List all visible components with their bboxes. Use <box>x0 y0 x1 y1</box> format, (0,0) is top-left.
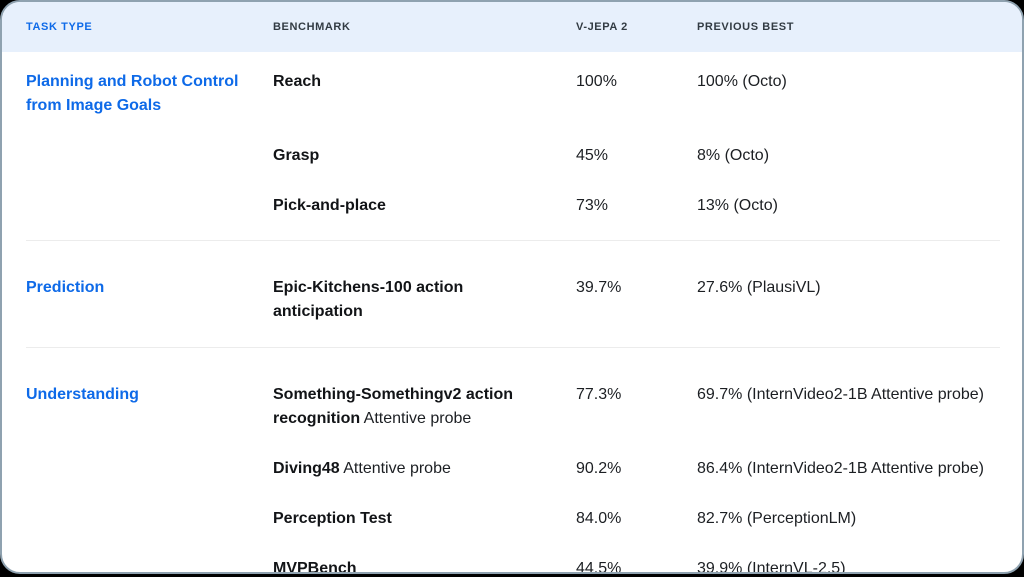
previous-best-value: 27.6% (PlausiVL) <box>697 279 821 296</box>
column-header-benchmark: BENCHMARK <box>273 21 351 33</box>
benchmark-name: Perception Test <box>273 510 392 527</box>
benchmark-qualifier: Attentive probe <box>339 460 451 477</box>
benchmark-cell: Diving48 Attentive probe <box>273 457 576 481</box>
column-header-previous-best: PREVIOUS BEST <box>697 21 795 33</box>
vjepa2-value: 44.5% <box>576 560 622 574</box>
vjepa2-value: 73% <box>576 197 609 214</box>
benchmark-cell: Reach <box>273 70 576 118</box>
previous-best-value: 82.7% (PerceptionLM) <box>697 510 857 527</box>
benchmark-name: Pick-and-place <box>273 197 386 214</box>
table-row: Prediction Epic-Kitchens-100 action anti… <box>2 263 1022 337</box>
table-row: Understanding Something-Somethingv2 acti… <box>2 370 1022 444</box>
benchmark-cell: Perception Test <box>273 507 576 531</box>
table-header-row: TASK TYPE BENCHMARK V-JEPA 2 PREVIOUS BE… <box>2 2 1022 52</box>
benchmark-name: Diving48 <box>273 460 340 477</box>
vjepa2-value: 77.3% <box>576 386 622 403</box>
table-row: Pick-and-place 73% 13% (Octo) <box>2 181 1022 231</box>
benchmark-name: Grasp <box>273 147 320 164</box>
section-understanding: Understanding Something-Somethingv2 acti… <box>2 348 1022 574</box>
vjepa2-value: 39.7% <box>576 279 622 296</box>
previous-best-value: 8% (Octo) <box>697 147 770 164</box>
benchmark-name: Epic-Kitchens-100 action anticipation <box>273 279 464 320</box>
previous-best-value: 69.7% (InternVideo2-1B Attentive probe) <box>697 386 984 403</box>
column-header-vjepa2: V-JEPA 2 <box>576 21 628 33</box>
table-row: Grasp 45% 8% (Octo) <box>2 131 1022 181</box>
section-planning-robot-control: Planning and Robot Control from Image Go… <box>2 52 1022 240</box>
task-type-label <box>26 457 273 481</box>
task-type-label: Prediction <box>26 279 105 296</box>
benchmark-cell: MVPBench <box>273 557 576 574</box>
table-row: Planning and Robot Control from Image Go… <box>2 57 1022 131</box>
section-divider <box>26 347 1000 348</box>
task-type-label <box>26 557 273 572</box>
section-prediction: Prediction Epic-Kitchens-100 action anti… <box>2 241 1022 347</box>
vjepa2-value: 45% <box>576 147 609 164</box>
task-type-label <box>26 144 273 168</box>
previous-best-value: 39.9% (InternVL-2.5) <box>697 560 846 574</box>
benchmark-cell: Something-Somethingv2 action recognition… <box>273 383 576 431</box>
benchmark-name: Reach <box>273 73 322 90</box>
column-header-task-type: TASK TYPE <box>26 21 93 33</box>
task-type-label: Planning and Robot Control from Image Go… <box>26 73 239 114</box>
benchmark-cell: Grasp <box>273 144 576 168</box>
previous-best-value: 100% (Octo) <box>697 73 787 90</box>
previous-best-value: 13% (Octo) <box>697 197 778 214</box>
benchmark-name: Something-Somethingv2 action recognition <box>273 386 514 427</box>
benchmark-cell: Pick-and-place <box>273 194 576 218</box>
benchmark-name: MVPBench <box>273 560 357 574</box>
benchmark-cell: Epic-Kitchens-100 action anticipation <box>273 276 576 324</box>
vjepa2-value: 84.0% <box>576 510 622 527</box>
previous-best-value: 86.4% (InternVideo2-1B Attentive probe) <box>697 460 984 477</box>
section-divider <box>26 240 1000 241</box>
vjepa2-value: 100% <box>576 73 617 90</box>
vjepa2-value: 90.2% <box>576 460 622 477</box>
task-type-label: Understanding <box>26 386 139 403</box>
table-row: Diving48 Attentive probe 90.2% 86.4% (In… <box>2 444 1022 494</box>
table-row: Perception Test 84.0% 82.7% (PerceptionL… <box>2 494 1022 544</box>
table-row: MVPBench 44.5% 39.9% (InternVL-2.5) <box>2 544 1022 574</box>
task-type-label <box>26 194 273 218</box>
benchmark-qualifier: Attentive probe <box>360 410 472 427</box>
task-type-label <box>26 507 273 531</box>
